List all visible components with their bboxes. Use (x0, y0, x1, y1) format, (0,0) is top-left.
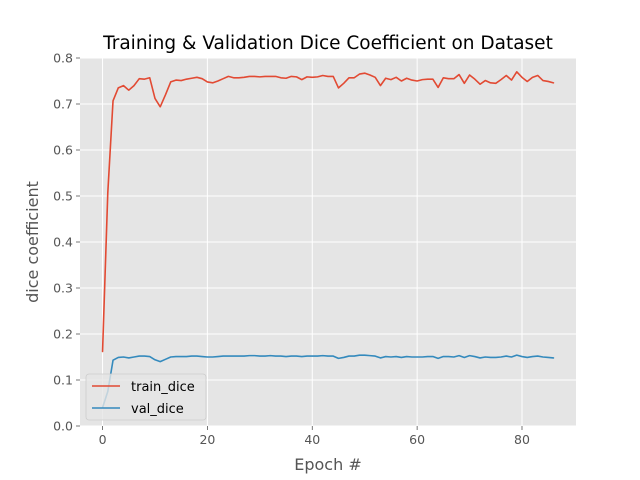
y-tick-label: 0.7 (53, 97, 73, 112)
x-tick-label: 80 (514, 432, 530, 447)
legend-label-train-dice: train_dice (131, 380, 195, 395)
y-tick-label: 0.3 (53, 281, 73, 296)
y-axis-label: dice coefficient (23, 181, 42, 303)
y-tick-label: 0.1 (53, 373, 73, 388)
legend: train_dice val_dice (85, 373, 207, 421)
ticks: 0.0 0.1 0.2 0.3 0.4 0.5 0.6 0.7 0.8 0 20 40 60 80 (53, 51, 530, 448)
y-tick-label: 0.0 (53, 419, 73, 434)
legend-label-val-dice: val_dice (131, 402, 184, 417)
x-axis-label: Epoch # (294, 455, 361, 474)
series-layer (101, 71, 555, 409)
grid (80, 57, 576, 427)
series-line-train-dice (101, 71, 555, 353)
y-tick-label: 0.5 (53, 189, 73, 204)
x-tick-label: 60 (409, 432, 425, 447)
series-line-val-dice (101, 354, 555, 409)
y-tick-label: 0.2 (53, 327, 73, 342)
y-tick-label: 0.4 (53, 235, 73, 250)
x-tick-label: 40 (304, 432, 320, 447)
chart-title: Training & Validation Dice Coefficient o… (102, 33, 553, 54)
x-tick-label: 20 (199, 432, 215, 447)
x-tick-label: 0 (99, 432, 107, 447)
y-tick-label: 0.8 (53, 51, 73, 66)
y-tick-label: 0.6 (53, 143, 73, 158)
